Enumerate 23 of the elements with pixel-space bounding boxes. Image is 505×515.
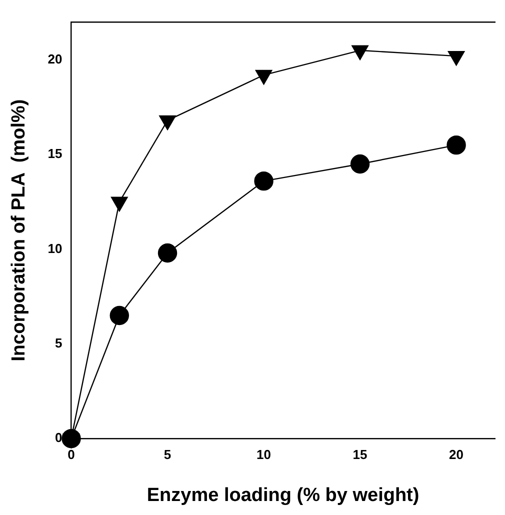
point [110, 306, 129, 326]
point [446, 135, 466, 155]
point [448, 50, 465, 66]
point [158, 243, 178, 263]
y-tick-label: 0 [55, 430, 62, 446]
x-tick-label: 20 [449, 446, 464, 462]
point [62, 429, 81, 448]
point [159, 115, 176, 130]
y-tick-label: 15 [48, 146, 62, 162]
x-tick-label: 10 [256, 446, 272, 462]
y-axis-title: Incorporation of PLA (mol%) [8, 99, 30, 362]
y-tick-label: 20 [48, 51, 62, 66]
y-tick-label: 5 [55, 335, 62, 350]
x-tick-label: 15 [352, 446, 368, 462]
y-tick-label: 10 [48, 240, 62, 256]
point [255, 70, 272, 85]
point [110, 196, 128, 212]
x-tick-label: 0 [68, 446, 75, 462]
point [350, 154, 370, 174]
point [352, 45, 368, 60]
point [254, 171, 274, 191]
x-axis-title: Enzyme loading (% by weight) [146, 484, 420, 506]
x-tick-label: 5 [164, 446, 172, 462]
